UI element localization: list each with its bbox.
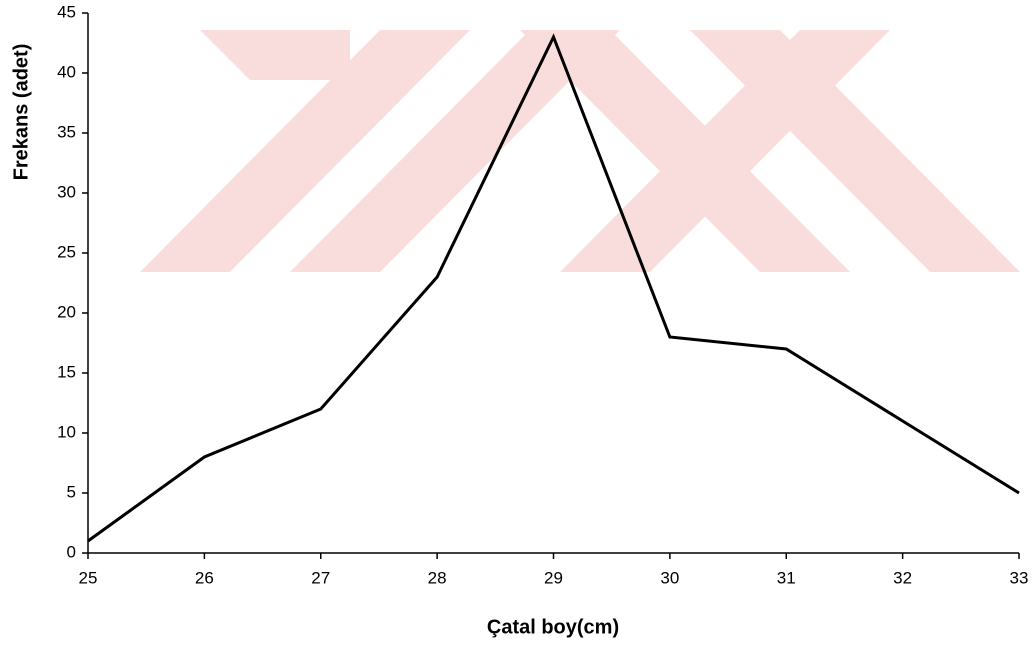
y-tick-label: 30 (57, 182, 76, 201)
x-tick-label: 28 (428, 568, 447, 587)
y-tick-label: 40 (57, 62, 76, 81)
y-tick-label: 5 (67, 482, 76, 501)
y-axis-title: Frekans (adet) (10, 44, 32, 181)
x-tick-label: 29 (544, 568, 563, 587)
x-tick-label: 25 (79, 568, 98, 587)
x-tick-label: 30 (660, 568, 679, 587)
x-tick-label: 32 (893, 568, 912, 587)
x-tick-label: 27 (311, 568, 330, 587)
y-tick-label: 10 (57, 422, 76, 441)
y-tick-label: 15 (57, 362, 76, 381)
y-tick-label: 0 (67, 542, 76, 561)
x-axis-title: Çatal boy(cm) (487, 616, 619, 638)
y-tick-label: 20 (57, 302, 76, 321)
watermark (140, 30, 1020, 272)
x-tick-label: 33 (1010, 568, 1029, 587)
y-tick-label: 35 (57, 122, 76, 141)
x-tick-label: 26 (195, 568, 214, 587)
chart: Çatal boy(cm) Frekans (adet) 0 5 10 15 20 25 3… (0, 0, 1036, 645)
y-tick-label: 45 (57, 2, 76, 21)
line-series (88, 37, 1019, 541)
x-tick-label: 31 (777, 568, 796, 587)
y-tick-label: 25 (57, 242, 76, 261)
